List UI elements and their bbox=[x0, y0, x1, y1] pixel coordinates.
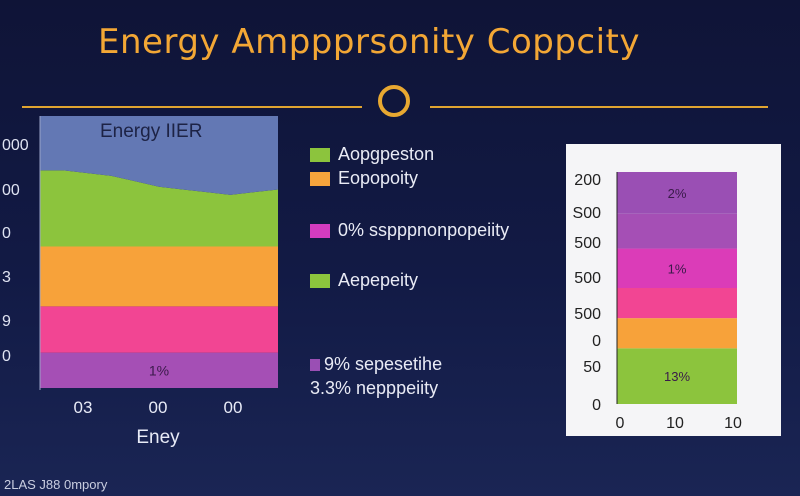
x-tick-label: 00 bbox=[224, 398, 243, 417]
legend-item: 0% sspppnonpopeiity bbox=[310, 220, 509, 241]
bar-y-tick-label: 0 bbox=[592, 397, 601, 414]
bar-y-tick-label: 500 bbox=[574, 270, 601, 287]
bar-y-tick-label: 0 bbox=[592, 333, 601, 350]
legend-item: Aopgpeston bbox=[310, 144, 434, 165]
legend-swatch bbox=[310, 273, 330, 288]
bar-segment-1 bbox=[617, 318, 737, 349]
legend-label: Eopopoity bbox=[338, 168, 419, 188]
legend-swatch bbox=[310, 358, 320, 371]
bar-segment-5 bbox=[617, 172, 737, 214]
bar-x-tick-label: 10 bbox=[724, 415, 742, 432]
area-series-1 bbox=[40, 306, 278, 353]
bar-segment-4 bbox=[617, 213, 737, 249]
bar-y-tick-label: 500 bbox=[574, 306, 601, 323]
legend-item: Eopopoity bbox=[310, 168, 418, 189]
bar-segment-2 bbox=[617, 288, 737, 319]
bar-data-label: 1% bbox=[668, 261, 687, 276]
bar-y-tick-label: 50 bbox=[583, 359, 601, 376]
area-series-2 bbox=[40, 246, 278, 307]
y-tick-label: 9 bbox=[2, 313, 11, 330]
area-series-0 bbox=[40, 352, 278, 388]
bar-x-tick-label: 0 bbox=[616, 415, 625, 432]
legend: Aopgpeston Eopopoity 0% sspppnonpopeiity… bbox=[310, 140, 560, 410]
y-tick-label: 000 bbox=[2, 137, 29, 154]
legend-label: 9% sepesetihe bbox=[324, 354, 443, 374]
x-axis-label: Eney bbox=[136, 427, 180, 448]
y-tick-label: 0 bbox=[2, 225, 11, 242]
y-tick-label: 3 bbox=[2, 269, 11, 286]
bar-y-tick-label: S00 bbox=[573, 205, 602, 222]
x-tick-label: 00 bbox=[149, 398, 168, 417]
bar-data-label: 2% bbox=[668, 186, 687, 201]
circle-ornament-icon bbox=[378, 85, 410, 117]
title-rule-left bbox=[22, 106, 362, 108]
data-label: 1% bbox=[149, 362, 169, 378]
bar-segment-3 bbox=[617, 248, 737, 288]
legend-label: 0% sspppnonpopeiity bbox=[338, 220, 510, 240]
area-series-3 bbox=[40, 170, 278, 247]
bar-segment-0 bbox=[617, 348, 737, 404]
legend-label: Aepepeity bbox=[338, 270, 419, 290]
legend-item: Aepepeity bbox=[310, 270, 418, 291]
legend-label: 3.3% nepppeiity bbox=[310, 378, 439, 398]
y-tick-label: 0 bbox=[2, 348, 11, 365]
legend-item: 3.3% nepppeiity bbox=[310, 378, 438, 399]
legend-swatch bbox=[310, 147, 330, 162]
chart-title: Energy IIER bbox=[100, 121, 202, 142]
y-tick-label: 00 bbox=[2, 182, 20, 199]
footer-text: 2LAS J88 0mpory bbox=[4, 477, 108, 492]
page-title: Energy Amppprsonity Coppcity bbox=[98, 22, 641, 62]
title-rule-right bbox=[430, 106, 768, 108]
area-series-4 bbox=[40, 116, 278, 195]
legend-swatch bbox=[310, 223, 330, 238]
bar-data-label: 13% bbox=[664, 369, 690, 384]
legend-swatch bbox=[310, 171, 330, 186]
x-tick-label: 03 bbox=[74, 398, 93, 417]
legend-label: Aopgpeston bbox=[338, 144, 435, 164]
bar-x-tick-label: 10 bbox=[666, 415, 684, 432]
bar-y-tick-label: 500 bbox=[574, 235, 601, 252]
bar-y-tick-label: 200 bbox=[574, 172, 601, 189]
legend-item: 9% sepesetihe bbox=[310, 354, 442, 375]
